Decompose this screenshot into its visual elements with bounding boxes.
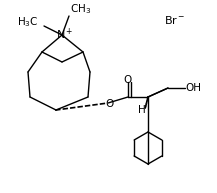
Text: O: O: [123, 75, 131, 85]
Text: OH: OH: [185, 83, 201, 93]
Text: N$^+$: N$^+$: [56, 26, 74, 42]
Text: Br$^-$: Br$^-$: [164, 14, 186, 26]
Text: CH$_3$: CH$_3$: [70, 2, 92, 16]
Text: O: O: [105, 99, 113, 109]
Text: H: H: [138, 105, 146, 115]
Text: H$_3$C: H$_3$C: [17, 15, 39, 29]
